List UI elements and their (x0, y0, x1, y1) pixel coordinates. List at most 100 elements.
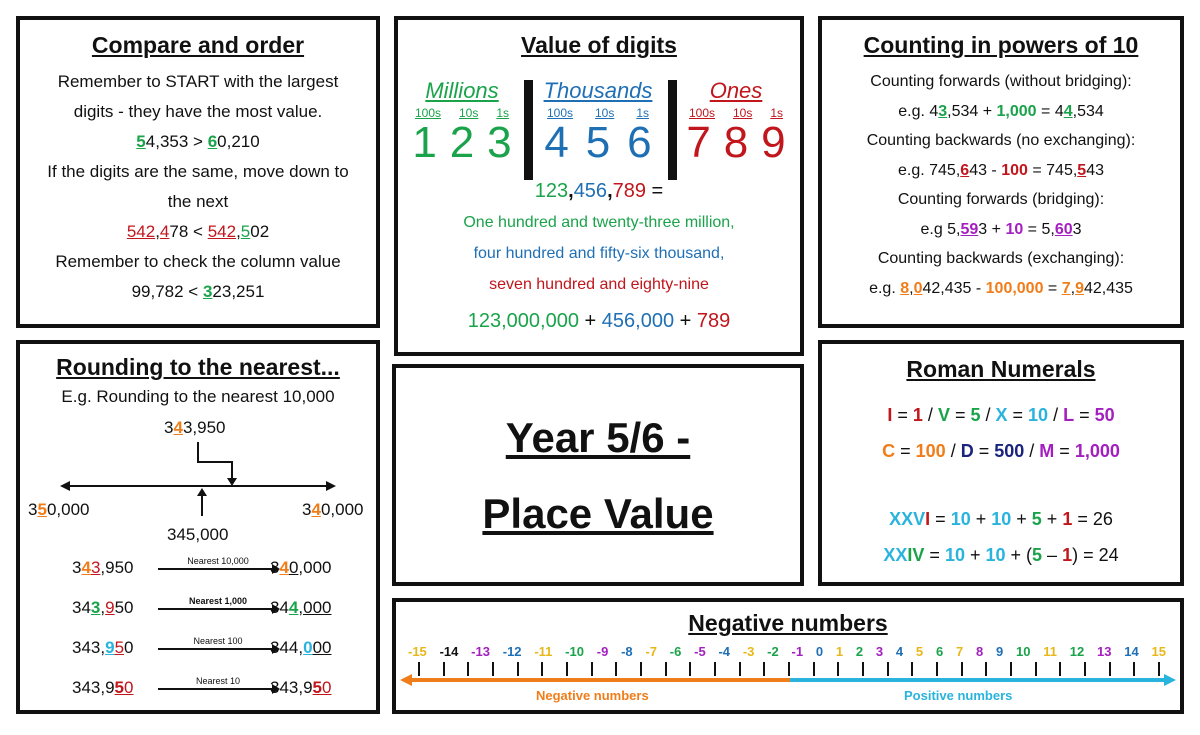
positive-label: Positive numbers (904, 688, 1013, 703)
number-line-tick (886, 662, 889, 676)
number-line-tick (1059, 662, 1062, 676)
roman-panel: Roman Numerals I = 1 / V = 5 / X = 10 / … (818, 340, 1184, 586)
place-label: 100s (546, 106, 574, 120)
roman-example-1: XXVI = 10 + 10 + 5 + 1 = 26 (889, 509, 1113, 529)
powers-heading-2: Counting backwards (no exchanging): (866, 132, 1136, 149)
number-line-label: -14 (439, 644, 459, 659)
number-line-tick (936, 662, 938, 676)
rounding-subtitle: E.g. Rounding to the nearest 10,000 (61, 387, 335, 406)
number-line-label: 13 (1097, 644, 1112, 659)
digit: 7 (686, 118, 711, 167)
compare-title: Compare and order (91, 32, 305, 58)
rounding-right-value: 340,000 (302, 500, 364, 519)
compare-panel: Compare and order Remember to START with… (16, 16, 380, 328)
negative-label: Negative numbers (536, 688, 649, 703)
number-line-label: 12 (1069, 644, 1085, 659)
digits-number: 123,456,789 = (534, 180, 664, 202)
number-line-label: 10 (1016, 644, 1031, 659)
digits-panel: Value of digits Millions 100s 10s 1s 1 2 3 Thou… (394, 16, 804, 356)
number-line-tick (516, 662, 519, 676)
number-line-label: -15 (408, 644, 427, 659)
number-line-label: -7 (645, 644, 657, 659)
number-line-label: 7 (955, 644, 964, 659)
digit-group-name: Thousands (543, 78, 653, 103)
number-line-label: -3 (742, 644, 755, 659)
digit-group-name: Millions (425, 78, 499, 103)
number-line-tick (862, 662, 864, 676)
number-line-tick (960, 662, 963, 676)
number-line (400, 674, 1176, 686)
title-line-2: Place Value (482, 490, 714, 537)
digits-title: Value of digits (521, 32, 677, 58)
number-line-label: -5 (694, 644, 706, 659)
number-line-tick (664, 662, 667, 676)
number-line-label: -8 (621, 644, 633, 659)
number-line-label: -13 (471, 644, 490, 659)
number-line-label: -12 (502, 644, 522, 659)
rounding-panel: Rounding to the nearest... E.g. Rounding… (16, 340, 380, 714)
roman-row-1: I = 1 / V = 5 / X = 10 / L = 50 (887, 405, 1115, 425)
rounding-top-number: 343,950 (164, 418, 226, 437)
digit: 6 (627, 118, 652, 167)
number-line-tick (442, 662, 445, 676)
number-line-label: 15 (1151, 644, 1166, 659)
digit: 1 (412, 118, 437, 167)
powers-panel: Counting in powers of 10 Counting forwar… (818, 16, 1184, 328)
compare-line-4: the next (167, 192, 229, 211)
roman-row-2: C = 100 / D = 500 / M = 1,000 (882, 441, 1120, 461)
compare-line-5: Remember to check the column value (55, 252, 341, 271)
number-line-tick (418, 662, 420, 676)
digit-group-0: Millions 100s 10s 1s 1 2 3 (406, 78, 518, 166)
number-line-tick (1010, 662, 1012, 676)
rounding-midpoint: 345,000 (167, 525, 229, 544)
number-line-tick (763, 662, 766, 676)
title-line-1: Year 5/6 - (505, 414, 691, 461)
rounding-left-value: 350,000 (28, 500, 90, 519)
number-line-label: 6 (935, 644, 944, 659)
powers-heading-1: Counting forwards (without bridging): (870, 73, 1132, 90)
column-divider (524, 80, 533, 180)
column-divider (668, 80, 677, 180)
powers-example-2: e.g. 745,643 - 100 = 745,543 (898, 161, 1104, 179)
number-line-label: -11 (534, 644, 553, 659)
compare-example-2: 542,478 < 542,502 (126, 222, 270, 241)
number-line-label: 3 (875, 644, 884, 659)
number-line-tick (615, 662, 618, 676)
number-line-tick (1158, 662, 1160, 676)
compare-line-3: If the digits are the same, move down to (47, 162, 349, 181)
digits-words-2: four hundred and fifty-six thousand, (473, 245, 725, 262)
digits-words-1: One hundred and twenty-three million, (463, 214, 735, 231)
number-line-tick (467, 662, 470, 676)
number-line-label: 8 (975, 644, 984, 659)
place-label: 10s (732, 106, 753, 120)
number-line-tick (541, 662, 544, 676)
roman-title: Roman Numerals (906, 356, 1096, 382)
number-line-label: 1 (835, 644, 844, 659)
compare-line-2: digits - they have the most value. (73, 102, 323, 121)
compare-body: Remember to START with the largest digit… (20, 67, 376, 307)
number-line-label: -4 (718, 644, 731, 659)
place-label: 10s (458, 106, 479, 120)
powers-example-1: e.g. 43,534 + 1,000 = 44,534 (898, 102, 1104, 120)
number-line-tick (1034, 662, 1037, 676)
number-line-tick (492, 662, 494, 676)
place-label: 10s (594, 106, 615, 120)
number-line-tick (812, 662, 815, 676)
place-label: 1s (636, 106, 649, 120)
powers-heading-4: Counting backwards (exchanging): (877, 250, 1125, 267)
digits-text: 123,456,789 = One hundred and twenty-thr… (398, 180, 800, 333)
title-panel: Year 5/6 - Place Value (392, 364, 804, 586)
place-label: 1s (496, 106, 509, 120)
number-line-label: -9 (596, 644, 609, 659)
number-line-label: 2 (855, 644, 864, 659)
negative-panel: Negative numbers -15 -14 -13 -12 -11 -10 -9 -8-… (392, 598, 1184, 714)
compare-line-1: Remember to START with the largest (57, 72, 339, 91)
number-line-label: -2 (767, 644, 779, 659)
number-line-label: 5 (915, 644, 924, 659)
digits-words-3: seven hundred and eighty-nine (489, 276, 709, 293)
number-line-tick (985, 662, 988, 676)
place-label: 1s (770, 106, 783, 120)
number-line-tick (1084, 662, 1086, 676)
digit: 2 (449, 118, 475, 167)
digit-group-1: Thousands 100s 10s 1s 4 5 6 (536, 78, 660, 166)
